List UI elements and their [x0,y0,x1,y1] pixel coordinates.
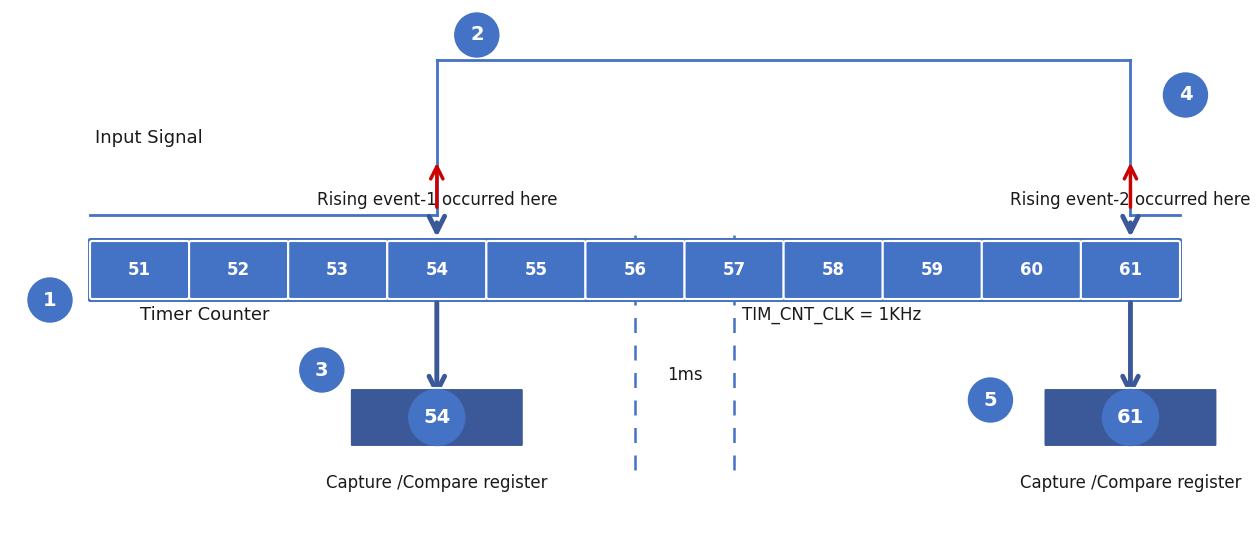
Text: Input Signal: Input Signal [94,129,203,147]
Text: 60: 60 [1019,261,1043,279]
FancyBboxPatch shape [883,241,982,299]
Text: 52: 52 [227,261,251,279]
FancyBboxPatch shape [1081,241,1181,299]
FancyBboxPatch shape [486,241,586,299]
FancyBboxPatch shape [89,241,189,299]
FancyBboxPatch shape [387,241,486,299]
Circle shape [969,378,1013,422]
Circle shape [408,390,465,446]
Text: 61: 61 [1119,261,1142,279]
Text: Capture /Compare register: Capture /Compare register [1019,474,1241,492]
Text: 2: 2 [470,26,484,44]
FancyBboxPatch shape [1043,388,1217,447]
Circle shape [1163,73,1207,117]
FancyBboxPatch shape [289,241,387,299]
Text: 56: 56 [624,261,646,279]
FancyBboxPatch shape [684,241,784,299]
Circle shape [455,13,499,57]
FancyBboxPatch shape [350,388,524,447]
FancyBboxPatch shape [189,241,289,299]
FancyBboxPatch shape [982,241,1081,299]
Circle shape [1102,390,1158,446]
Text: 55: 55 [524,261,547,279]
Text: 5: 5 [984,391,997,409]
Text: 61: 61 [1116,408,1144,427]
Text: Timer Counter: Timer Counter [140,306,270,324]
Text: 58: 58 [822,261,844,279]
Text: 51: 51 [129,261,151,279]
Text: 57: 57 [722,261,746,279]
Text: 54: 54 [423,408,450,427]
Text: 3: 3 [315,361,329,380]
Text: 59: 59 [921,261,944,279]
Text: 54: 54 [426,261,449,279]
Circle shape [300,348,344,392]
FancyBboxPatch shape [586,241,684,299]
Circle shape [28,278,72,322]
Text: Rising event-2 occurred here: Rising event-2 occurred here [1011,191,1251,209]
Text: 53: 53 [326,261,349,279]
FancyBboxPatch shape [784,241,883,299]
FancyBboxPatch shape [88,238,1182,302]
Text: TIM_CNT_CLK = 1KHz: TIM_CNT_CLK = 1KHz [742,306,921,324]
Text: 1: 1 [43,290,57,310]
Text: Capture /Compare register: Capture /Compare register [326,474,548,492]
Text: 4: 4 [1178,85,1192,105]
Text: 1ms: 1ms [667,366,702,384]
Text: Rising event-1 occurred here: Rising event-1 occurred here [316,191,557,209]
